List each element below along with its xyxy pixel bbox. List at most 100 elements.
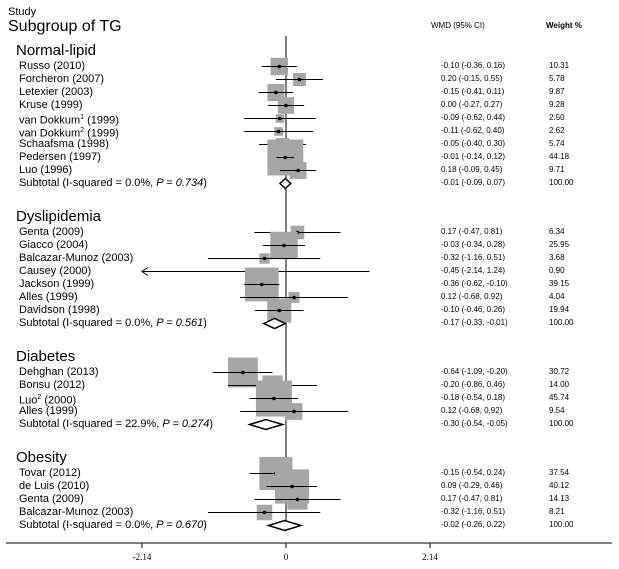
wmd-ci-value: -0.15 (-0.41, 0.11) (441, 87, 505, 96)
study-name: Genta (2009) (19, 226, 84, 238)
study-label: Giacco (2004) (19, 239, 88, 251)
subtotal-prefix: Subtotal (I-squared = 0.0%, (19, 177, 157, 189)
weight-value: 39.15 (549, 279, 570, 288)
x-axis-tick-label: 0 (283, 552, 289, 562)
point-estimate (283, 155, 288, 160)
subtotal-p-value: P = 0.670 (156, 519, 204, 531)
subtotal-p-value: P = 0.561 (156, 317, 204, 329)
subtotal-label: Subtotal (I-squared = 22.9%, P = 0.274) (19, 418, 213, 430)
study-label: Letexier (2003) (19, 86, 93, 98)
study-name: Luo (1996) (19, 164, 73, 176)
study-name: Tovar (2012) (19, 467, 81, 479)
wmd-ci-value: -0.09 (-0.62, 0.44) (441, 113, 506, 122)
wmd-ci-value: -0.10 (-0.36, 0.16) (441, 61, 506, 70)
study-label: Alles (1999) (19, 405, 78, 417)
wmd-ci-value: 0.00 (-0.27, 0.27) (441, 100, 503, 109)
header-study: Study (8, 6, 37, 18)
study-label: Davidson (1998) (19, 304, 100, 316)
weight-value: 40.12 (549, 481, 570, 490)
point-estimate (277, 308, 282, 313)
study-superscript: 2 (37, 394, 42, 401)
study-name: Genta (2009) (19, 493, 84, 505)
group-title: Dyslipidemia (16, 208, 102, 225)
header-subgroup: Subgroup of TG (8, 18, 122, 35)
study-name: Alles (1999) (19, 291, 78, 303)
wmd-ci-value: 0.20 (-0.15, 0.55) (441, 74, 503, 83)
study-name: Balcazar-Munoz (2003) (19, 252, 134, 264)
point-estimate (272, 396, 276, 401)
point-estimate (282, 243, 286, 248)
study-name: Kruse (1999) (19, 99, 83, 111)
point-estimate (296, 168, 300, 173)
point-estimate (277, 64, 282, 69)
point-estimate (262, 510, 267, 515)
point-estimate (241, 370, 245, 375)
study-name: Dehghan (2013) (19, 366, 99, 378)
subtotal-suffix: ) (203, 177, 207, 189)
wmd-ci-value: 0.17 (-0.47, 0.81) (441, 227, 503, 236)
subtotal-weight-value: 100.00 (549, 178, 574, 187)
subtotal-prefix: Subtotal (I-squared = 22.9%, (19, 418, 163, 430)
wmd-ci-value: -0.45 (-2.14, 1.24) (441, 266, 506, 275)
weight-value: 10.31 (549, 61, 570, 70)
study-name: Forcheron (2007) (19, 73, 104, 85)
wmd-ci-value: -0.32 (-1.16, 0.51) (441, 507, 506, 516)
study-name: Causey (2000) (19, 265, 92, 277)
study-label: Dehghan (2013) (19, 366, 99, 378)
study-name: Pedersen (1997) (19, 151, 101, 163)
weight-value: 14.00 (549, 380, 570, 389)
study-label: Genta (2009) (19, 226, 84, 238)
study-label: Balcazar-Munoz (2003) (19, 506, 133, 518)
point-estimate (276, 129, 281, 134)
wmd-ci-value: -0.20 (-0.86, 0.46) (441, 380, 506, 389)
x-axis-tick-label: -2.14 (132, 552, 152, 562)
subtotal-diamond (262, 317, 288, 330)
subtotal-diamond (265, 519, 304, 532)
subtotal-diamond (247, 418, 286, 431)
weight-value: 19.94 (549, 305, 570, 314)
wmd-ci-value: 0.09 (-0.29, 0.46) (441, 481, 503, 490)
study-name: van Dokkum (19, 127, 81, 140)
wmd-ci-value: -0.10 (-0.46, 0.26) (441, 305, 506, 314)
subtotal-suffix: ) (203, 317, 207, 329)
wmd-ci-value: 0.12 (-0.68, 0.92) (441, 406, 503, 415)
header-wmd: WMD (95% CI) (431, 21, 485, 30)
weight-value: 9.71 (549, 165, 565, 174)
weight-value: 8.21 (549, 507, 565, 516)
study-label: Tovar (2012) (19, 467, 81, 479)
point-estimate (284, 103, 288, 108)
point-estimate (292, 409, 296, 414)
wmd-ci-value: -0.01 (-0.14, 0.12) (441, 152, 506, 161)
subtotal-label: Subtotal (I-squared = 0.0%, P = 0.561) (19, 317, 207, 329)
study-label: Balcazar-Munoz (2003) (19, 252, 133, 264)
subtotal-diamond (278, 177, 292, 190)
group-title: Diabetes (16, 348, 76, 365)
study-label: Russo (2010) (19, 60, 85, 72)
subtotal-suffix: ) (209, 418, 214, 430)
x-axis-tick-label: 2.14 (422, 552, 438, 562)
wmd-ci-value: -0.11 (-0.62, 0.40) (441, 126, 505, 135)
study-label: Forcheron (2007) (19, 73, 104, 85)
wmd-ci-value: 0.18 (-0.09, 0.45) (441, 165, 503, 174)
study-label: Luo2 (2000) (19, 392, 76, 407)
subtotal-label: Subtotal (I-squared = 0.0%, P = 0.670) (19, 519, 207, 531)
subtotal-weight-value: 100.00 (549, 419, 574, 428)
weight-value: 14.13 (549, 494, 570, 503)
study-name: de Luis (2010) (19, 480, 90, 492)
subtotal-wmd-ci-value: -0.30 (-0.54, -0.05) (441, 419, 508, 428)
weight-value: 37.54 (549, 468, 570, 477)
wmd-ci-value: -0.05 (-0.40, 0.30) (441, 139, 506, 148)
weight-value: 5.74 (549, 139, 565, 148)
point-estimate (262, 256, 267, 261)
study-name: Giacco (2004) (19, 239, 89, 251)
group-title: Obesity (16, 449, 67, 466)
point-estimate (297, 77, 302, 82)
study-label: Genta (2009) (19, 493, 84, 505)
header-weight: Weight % (546, 21, 582, 30)
study-label: de Luis (2010) (19, 480, 89, 492)
study-name: Luo (19, 394, 38, 407)
study-label: Schaafsma (1998) (19, 138, 109, 150)
weight-value: 6.34 (549, 227, 565, 236)
